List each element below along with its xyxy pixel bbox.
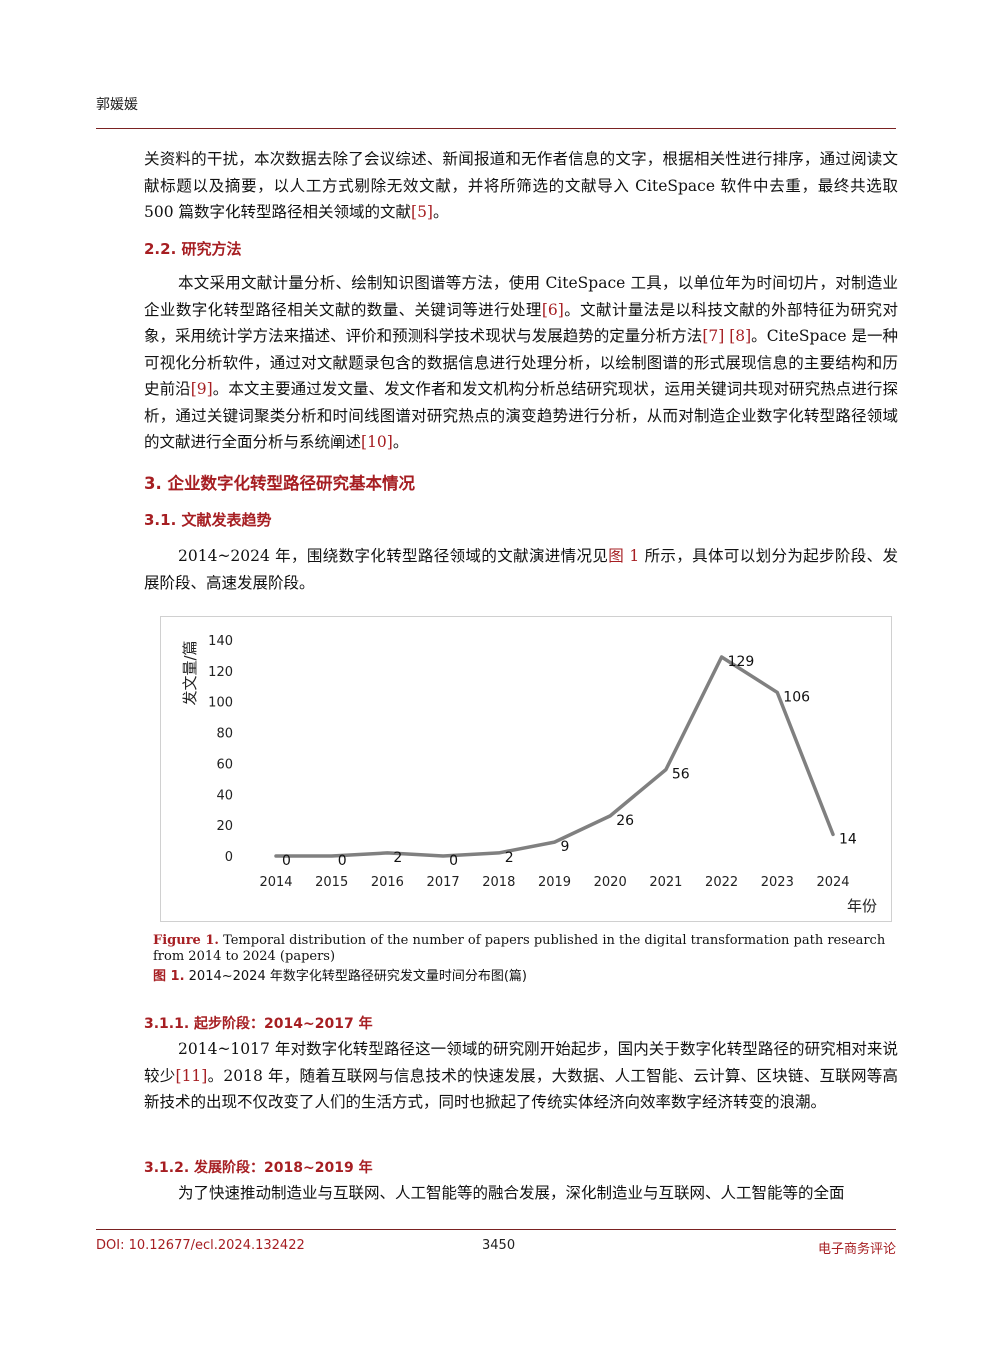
x-tick-label: 2019 <box>538 875 571 890</box>
x-axis-title: 年份 <box>847 897 877 915</box>
startup-paragraph: 2014~1017 年对数字化转型路径这一领域的研究刚开始起步，国内关于数字化转… <box>144 1036 898 1116</box>
development-text: 为了快速推动制造业与互联网、人工智能等的融合发展，深化制造业与互联网、人工智能等… <box>178 1184 845 1202</box>
data-label: 56 <box>672 767 690 783</box>
y-tick-label: 40 <box>216 788 233 803</box>
citation-10[interactable]: [10] <box>361 433 393 451</box>
y-tick-label: 60 <box>216 757 233 772</box>
startup-text-2: 。2018 年，随着互联网与信息技术的快速发展，大数据、人工智能、云计算、区块链… <box>144 1066 898 1112</box>
data-label: 14 <box>839 831 857 847</box>
figure-caption-en-text: Temporal distribution of the number of p… <box>153 933 886 964</box>
data-label: 0 <box>282 853 291 869</box>
methods-paragraph: 本文采用文献计量分析、绘制知识图谱等方法，使用 CiteSpace 工具，以单位… <box>144 270 898 456</box>
footer-journal: 电子商务评论 <box>817 1242 896 1257</box>
intro-end: 。 <box>432 203 449 221</box>
y-tick-label: 100 <box>208 696 233 711</box>
x-tick-label: 2024 <box>816 875 849 890</box>
methods-text-2: 。文献计量法是以科技文献的外部特征为研究对象，采用统计学方法来描述、评价和预测科… <box>144 300 898 346</box>
methods-text-3: 。CiteSpace 是一种可视化分析软件，通过对文献题录包含的数据信息进行处理… <box>144 327 898 398</box>
trend-paragraph: 2014~2024 年，围绕数字化转型路径领域的文献演进情况见图 1 所示，具体… <box>144 543 898 596</box>
citation-6[interactable]: [6] <box>541 300 564 319</box>
y-tick-label: 20 <box>216 819 233 834</box>
citation-9[interactable]: [9] <box>190 380 213 398</box>
heading-3-1: 3.1. 文献发表趋势 <box>144 511 272 529</box>
running-header-author: 郭媛媛 <box>96 97 138 113</box>
page-number: 3450 <box>482 1238 516 1253</box>
x-tick-label: 2020 <box>594 875 627 890</box>
methods-text-1: 本文采用文献计量分析、绘制知识图谱等方法，使用 CiteSpace 工具，以单位… <box>144 274 898 319</box>
intro-text: 关资料的干扰，本次数据去除了会议综述、新闻报道和无作者信息的文字，根据相关性进行… <box>144 150 898 221</box>
data-label: 106 <box>783 689 810 705</box>
trend-text-2: 所示，具体可以划分为起步阶段、发展阶段、高速发展阶段。 <box>144 547 898 592</box>
series-line <box>274 655 835 858</box>
figure-label-en: Figure 1. <box>153 933 219 948</box>
footer-doi[interactable]: DOI: 10.12677/ecl.2024.132422 <box>96 1238 305 1253</box>
data-label: 2 <box>393 850 402 866</box>
data-label: 26 <box>616 813 634 829</box>
trend-text-1: 2014~2024 年，围绕数字化转型路径领域的文献演进情况见 <box>178 547 609 565</box>
methods-text-4: 。本文主要通过发文量、发文作者和发文机构分析总结研究现状，运用关键词共现对研究热… <box>144 380 898 451</box>
x-tick-label: 2022 <box>705 875 738 890</box>
data-label: 129 <box>728 654 755 670</box>
citation-11[interactable]: [11] <box>175 1066 208 1085</box>
figure-label-zh: 图 1. <box>153 969 185 984</box>
heading-2-2: 2.2. 研究方法 <box>144 240 242 258</box>
x-tick-label: 2018 <box>482 875 515 890</box>
x-tick-label: 2016 <box>371 875 404 890</box>
figure-caption-en: Figure 1. Temporal distribution of the n… <box>153 933 893 965</box>
x-tick-label: 2017 <box>427 875 460 890</box>
heading-3-1-2: 3.1.2. 发展阶段：2018~2019 年 <box>144 1160 373 1176</box>
y-tick-label: 120 <box>208 665 233 680</box>
x-tick-label: 2021 <box>649 875 682 890</box>
heading-3-1-1: 3.1.1. 起步阶段：2014~2017 年 <box>144 1016 373 1032</box>
y-axis-title: 发文量/篇 <box>181 640 199 705</box>
citation-5[interactable]: [5] <box>411 203 433 221</box>
startup-text-1: 2014~1017 年对数字化转型路径这一领域的研究刚开始起步，国内关于数字化转… <box>144 1040 898 1085</box>
figure-caption-zh: 图 1. 2014~2024 年数字化转型路径研究发文量时间分布图(篇) <box>153 969 893 985</box>
data-label: 9 <box>561 839 570 855</box>
x-tick-label: 2015 <box>315 875 348 890</box>
figure-caption-zh-text: 2014~2024 年数字化转型路径研究发文量时间分布图(篇) <box>184 969 527 984</box>
development-paragraph: 为了快速推动制造业与互联网、人工智能等的融合发展，深化制造业与互联网、人工智能等… <box>144 1180 898 1207</box>
methods-text-5: 。 <box>392 433 409 451</box>
data-label: 2 <box>505 850 514 866</box>
figure-1-link[interactable]: 图 1 <box>608 547 640 565</box>
y-tick-label: 0 <box>225 850 233 865</box>
data-label: 0 <box>338 853 347 869</box>
intro-paragraph: 关资料的干扰，本次数据去除了会议综述、新闻报道和无作者信息的文字，根据相关性进行… <box>144 146 898 226</box>
x-tick-label: 2023 <box>761 875 794 890</box>
x-tick-label: 2014 <box>259 875 292 890</box>
data-label: 0 <box>449 853 458 869</box>
footer-rule <box>96 1229 896 1230</box>
citation-7-8[interactable]: [7] [8] <box>702 327 752 345</box>
y-tick-label: 80 <box>216 727 233 742</box>
header-rule <box>96 128 896 129</box>
y-tick-label: 140 <box>208 634 233 649</box>
figure-1-chart: 0 20 40 60 80 100 120 140 2014 2015 2016 2017 2018 20… <box>160 616 892 922</box>
heading-3: 3. 企业数字化转型路径研究基本情况 <box>144 474 415 493</box>
